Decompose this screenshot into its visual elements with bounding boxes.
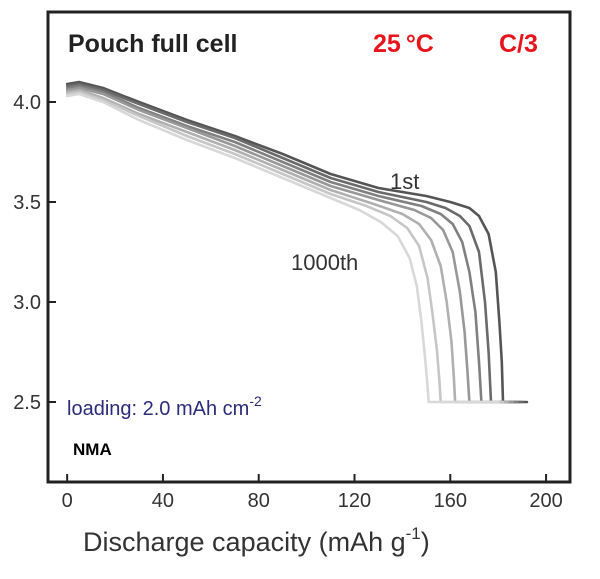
temperature-unit: °C: [406, 30, 434, 58]
cycle-curve-7: [65, 92, 500, 404]
x-axis-label-exponent: -1: [406, 524, 421, 543]
last-cycle-label: 1000th: [291, 250, 358, 275]
x-tick-label: 80: [248, 490, 270, 512]
x-tick-label: 0: [62, 490, 73, 512]
y-tick-label: 3.5: [13, 192, 41, 214]
x-tick-label: 200: [529, 490, 562, 512]
loading-main: loading: 2.0 mAh cm: [67, 398, 249, 420]
x-axis-label-main: Discharge capacity (mAh g: [83, 527, 406, 557]
cycle-curve-1: [65, 80, 529, 404]
x-axis: 0 40 80 120 160 200: [62, 474, 563, 512]
x-tick-label: 120: [338, 490, 371, 512]
x-axis-label: Discharge capacity (mAh g-1): [83, 524, 430, 557]
plot-frame: [46, 10, 572, 484]
y-tick-label: 4.0: [13, 92, 41, 114]
cycle-curve-2: [65, 82, 524, 404]
cycle-curve-6: [65, 90, 505, 404]
rate-label: C/3: [499, 30, 538, 58]
first-cycle-label: 1st: [390, 169, 419, 194]
cycle-curve-3: [65, 84, 519, 404]
cycle-curve-4: [65, 86, 514, 404]
cycle-curve-5: [65, 88, 510, 404]
temperature-value: 25: [373, 30, 401, 58]
y-tick-label: 3.0: [13, 292, 41, 314]
chart-title: Pouch full cell: [68, 30, 237, 58]
loading-exponent: -2: [249, 393, 262, 409]
y-tick-label: 2.5: [13, 392, 41, 414]
x-tick-label: 40: [152, 490, 174, 512]
curve-group: [65, 80, 529, 404]
temperature-label: 25 °C: [373, 30, 434, 58]
x-axis-label-end: ): [421, 527, 430, 557]
x-tick-label: 160: [434, 490, 467, 512]
material-label: NMA: [73, 440, 112, 459]
loading-label: loading: 2.0 mAh cm-2: [67, 393, 262, 420]
y-axis: 2.5 3.0 3.5 4.0: [13, 92, 56, 414]
